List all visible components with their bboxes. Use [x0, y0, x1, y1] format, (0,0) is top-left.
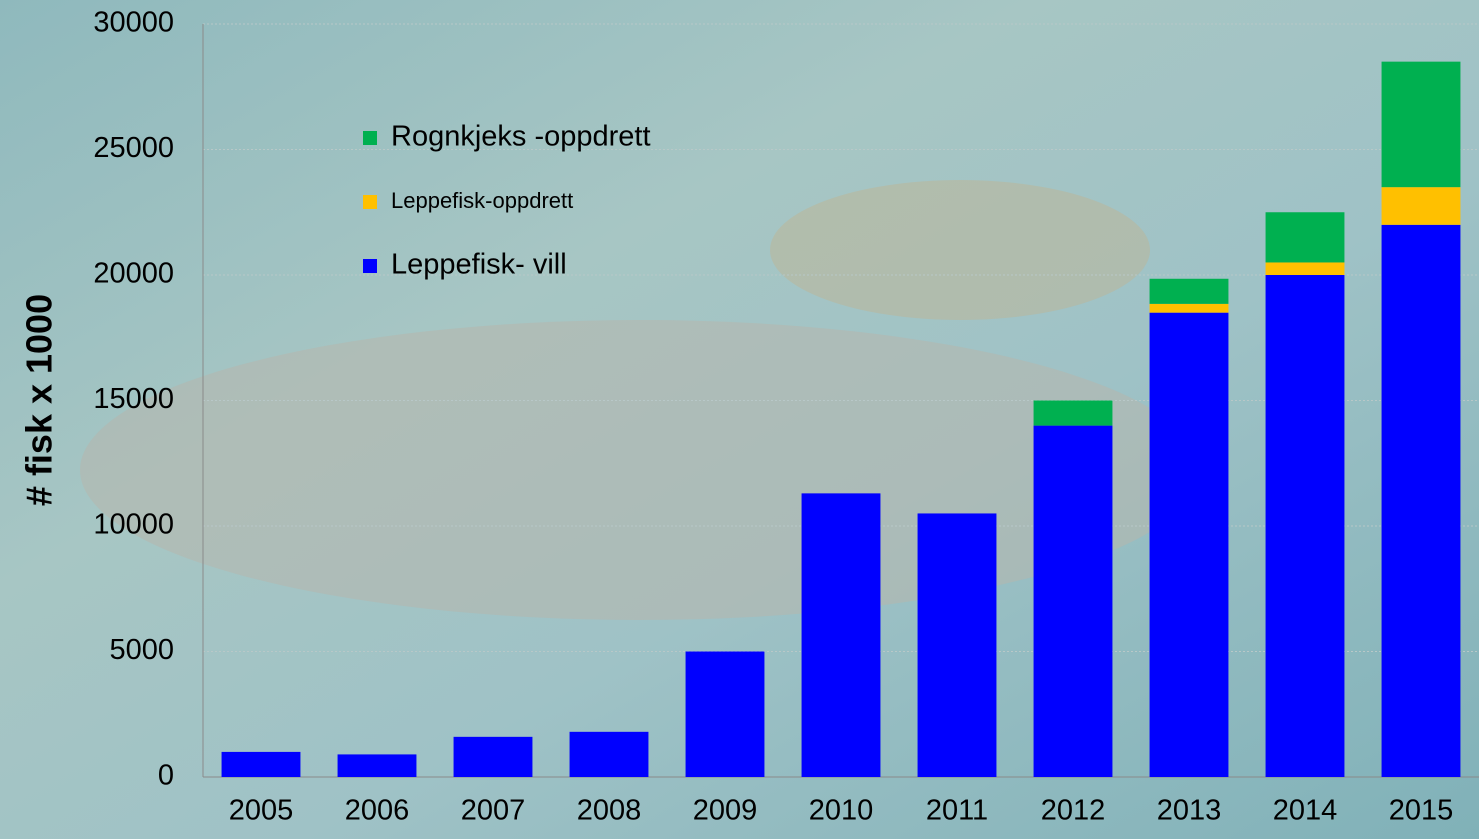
legend-swatch: [363, 259, 377, 273]
bar-segment: [686, 652, 765, 778]
bar-segment: [1034, 426, 1113, 777]
x-tick-label: 2014: [1273, 795, 1338, 827]
x-tick-label: 2008: [577, 795, 642, 827]
x-tick-label: 2012: [1041, 795, 1106, 827]
bar-segment: [222, 752, 301, 777]
background-fish: [770, 180, 1150, 320]
y-tick-label: 0: [158, 760, 174, 792]
x-tick-label: 2013: [1157, 795, 1222, 827]
bar-segment: [918, 513, 997, 777]
bar-segment: [1266, 262, 1345, 275]
x-tick-label: 2009: [693, 795, 758, 827]
y-tick-label: 10000: [93, 509, 174, 541]
y-tick-label: 30000: [93, 7, 174, 39]
bar-segment: [1266, 212, 1345, 262]
legend-label: Leppefisk-oppdrett: [391, 188, 573, 213]
legend-label: Leppefisk- vill: [391, 249, 567, 281]
y-tick-label: 15000: [93, 383, 174, 415]
background-fish: [80, 320, 1200, 620]
bar-segment: [1150, 313, 1229, 777]
x-tick-label: 2007: [461, 795, 526, 827]
x-tick-label: 2005: [229, 795, 294, 827]
x-tick-label: 2006: [345, 795, 410, 827]
legend-swatch: [363, 195, 377, 209]
y-tick-label: 5000: [109, 634, 174, 666]
bar-segment: [338, 754, 417, 777]
x-tick-label: 2011: [926, 795, 988, 827]
bar-segment: [1034, 401, 1113, 426]
bar-segment: [1382, 187, 1461, 225]
y-tick-label: 25000: [93, 132, 174, 164]
bar-segment: [1150, 304, 1229, 313]
x-tick-label: 2015: [1389, 795, 1454, 827]
chart: # fisk x 1000 0 5000 10000 15000 20000 25000 3…: [0, 0, 1479, 839]
legend-label: Rognkjeks -oppdrett: [391, 121, 651, 153]
bar-segment: [1382, 62, 1461, 187]
bar-segment: [1382, 225, 1461, 777]
x-tick-label: 2010: [809, 795, 874, 827]
y-tick-label: 20000: [93, 258, 174, 290]
y-axis-label: # fisk x 1000: [19, 294, 60, 506]
bar-segment: [802, 493, 881, 777]
legend-swatch: [363, 131, 377, 145]
bar-segment: [454, 737, 533, 777]
bar-segment: [1266, 275, 1345, 777]
bar-segment: [570, 732, 649, 777]
bar-segment: [1150, 279, 1229, 304]
